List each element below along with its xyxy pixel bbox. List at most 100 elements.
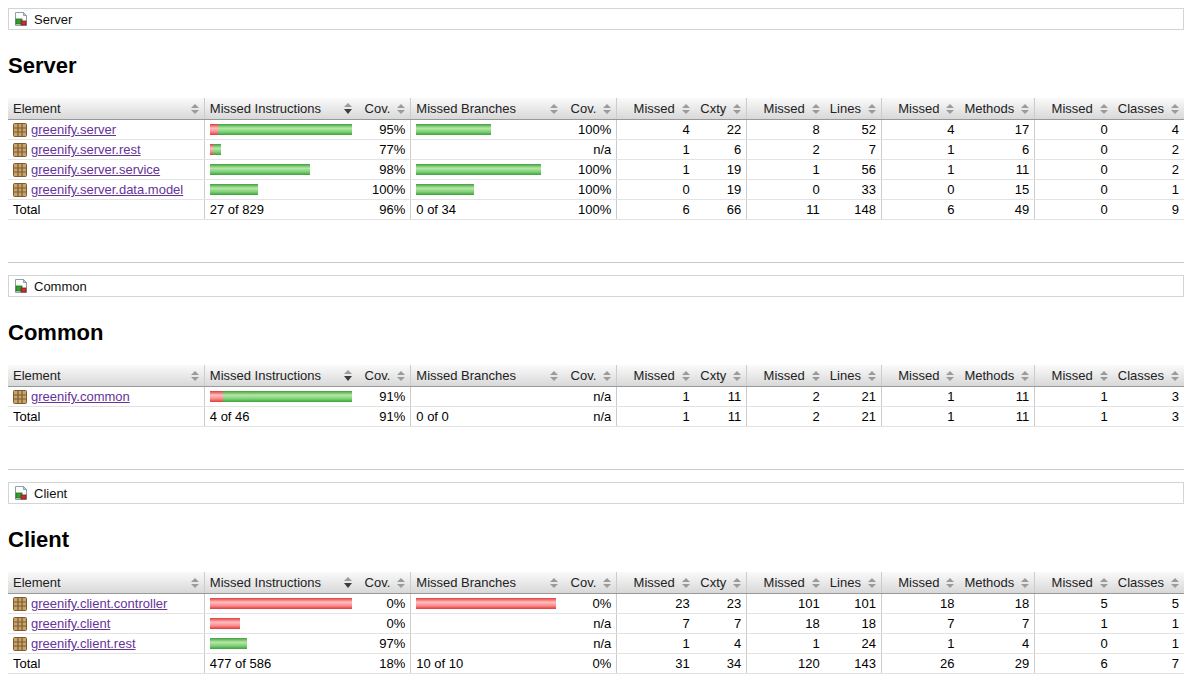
column-header-cxty[interactable]: Cxty	[695, 365, 747, 387]
coverage-table: ElementMissed InstructionsCov.Missed Bra…	[8, 98, 1184, 220]
column-header-methods[interactable]: Methods	[959, 572, 1034, 594]
package-link[interactable]: greenify.client.controller	[31, 596, 167, 611]
column-header-element[interactable]: Element	[8, 365, 204, 387]
sort-icon	[344, 103, 352, 114]
column-header-methods[interactable]: Methods	[959, 365, 1034, 387]
column-header-branches-coverage[interactable]: Cov.	[563, 365, 617, 387]
sort-icon	[344, 577, 352, 588]
column-header-missed-classes[interactable]: Missed	[1035, 365, 1113, 387]
cell-counter: 8	[747, 120, 825, 140]
table-row: greenify.server.rest77%n/a16271602	[8, 140, 1184, 160]
cell-total-instructions: 4 of 46	[204, 407, 357, 427]
package-link[interactable]: greenify.client.rest	[31, 636, 136, 651]
column-label: Missed	[634, 575, 675, 590]
column-header-element[interactable]: Element	[8, 98, 204, 120]
column-header-lines[interactable]: Lines	[825, 98, 882, 120]
column-header-missed-lines[interactable]: Missed	[747, 572, 825, 594]
total-row: Total4 of 4691%0 of 0n/a11122111113	[8, 407, 1184, 427]
sort-icon	[682, 578, 690, 588]
column-header-missed-cxty[interactable]: Missed	[617, 365, 695, 387]
page-title: Client	[8, 527, 1184, 553]
cell-element: greenify.common	[8, 387, 204, 407]
package-link[interactable]: greenify.client	[31, 616, 110, 631]
column-header-instructions-coverage[interactable]: Cov.	[357, 572, 411, 594]
cell-counter: 0	[881, 180, 959, 200]
column-header-missed-branches[interactable]: Missed Branches	[411, 365, 563, 387]
column-header-branches-coverage[interactable]: Cov.	[563, 98, 617, 120]
missed-instructions-bar	[210, 144, 352, 155]
column-header-missed-cxty[interactable]: Missed	[617, 98, 695, 120]
column-header-lines[interactable]: Lines	[825, 365, 882, 387]
column-header-missed-branches[interactable]: Missed Branches	[411, 572, 563, 594]
cell-element: greenify.server.rest	[8, 140, 204, 160]
sort-up-arrow	[1100, 578, 1108, 582]
cell-counter: 19	[695, 160, 747, 180]
package-link[interactable]: greenify.server.data.model	[31, 182, 183, 197]
sort-up-arrow	[946, 371, 954, 375]
cell-total-label: Total	[8, 654, 204, 674]
cell-missed-instructions	[204, 387, 357, 407]
column-header-missed-methods[interactable]: Missed	[881, 365, 959, 387]
sort-icon	[397, 578, 405, 588]
column-header-element[interactable]: Element	[8, 572, 204, 594]
sort-down-arrow	[733, 584, 741, 588]
cell-counter: 7	[959, 614, 1034, 634]
sort-icon	[344, 370, 352, 381]
sort-down-arrow	[1100, 377, 1108, 381]
column-header-methods[interactable]: Methods	[959, 98, 1034, 120]
cell-counter: 0	[1035, 200, 1113, 220]
cell-missed-instructions	[204, 120, 357, 140]
cell-counter: 4	[959, 634, 1034, 654]
column-header-classes[interactable]: Classes	[1113, 572, 1184, 594]
column-header-cxty[interactable]: Cxty	[695, 98, 747, 120]
package-link[interactable]: greenify.server.service	[31, 162, 160, 177]
column-header-missed-methods[interactable]: Missed	[881, 98, 959, 120]
cell-missed-branches	[411, 140, 563, 160]
cell-counter: 1	[1035, 614, 1113, 634]
column-header-missed-lines[interactable]: Missed	[747, 365, 825, 387]
column-header-instructions-coverage[interactable]: Cov.	[357, 98, 411, 120]
total-row: Total477 of 58618%10 of 100%313412014326…	[8, 654, 1184, 674]
package-link[interactable]: greenify.server.rest	[31, 142, 141, 157]
sort-down-arrow	[603, 584, 611, 588]
column-header-missed-instructions[interactable]: Missed Instructions	[204, 98, 357, 120]
package-icon	[13, 617, 27, 631]
package-link[interactable]: greenify.server	[31, 122, 116, 137]
cell-counter: 6	[617, 200, 695, 220]
column-header-missed-cxty[interactable]: Missed	[617, 572, 695, 594]
sort-down-arrow	[946, 110, 954, 114]
column-header-missed-classes[interactable]: Missed	[1035, 98, 1113, 120]
sort-up-arrow	[344, 577, 352, 581]
column-header-missed-classes[interactable]: Missed	[1035, 572, 1113, 594]
column-header-instructions-coverage[interactable]: Cov.	[357, 365, 411, 387]
cell-counter: 1	[617, 140, 695, 160]
package-icon	[13, 637, 27, 651]
sort-down-arrow	[682, 110, 690, 114]
cell-counter: 4	[617, 120, 695, 140]
column-header-lines[interactable]: Lines	[825, 572, 882, 594]
column-header-classes[interactable]: Classes	[1113, 98, 1184, 120]
cell-counter: 7	[1113, 654, 1184, 674]
missed-instructions-bar	[210, 184, 352, 195]
cell-counter: 4	[1113, 120, 1184, 140]
column-label: Methods	[964, 368, 1014, 383]
column-header-missed-lines[interactable]: Missed	[747, 98, 825, 120]
page-title: Common	[8, 320, 1184, 346]
column-label: Classes	[1118, 101, 1164, 116]
cell-instructions-coverage: 95%	[357, 120, 411, 140]
column-header-branches-coverage[interactable]: Cov.	[563, 572, 617, 594]
sort-icon	[1021, 578, 1029, 588]
cell-counter: 1	[881, 387, 959, 407]
column-header-missed-instructions[interactable]: Missed Instructions	[204, 365, 357, 387]
column-header-classes[interactable]: Classes	[1113, 365, 1184, 387]
column-header-missed-branches[interactable]: Missed Branches	[411, 98, 563, 120]
column-label: Missed Instructions	[210, 575, 321, 590]
column-header-cxty[interactable]: Cxty	[695, 572, 747, 594]
column-header-missed-methods[interactable]: Missed	[881, 572, 959, 594]
cell-missed-instructions	[204, 140, 357, 160]
column-header-missed-instructions[interactable]: Missed Instructions	[204, 572, 357, 594]
sort-icon	[550, 371, 558, 381]
package-link[interactable]: greenify.common	[31, 389, 130, 404]
header-row: ElementMissed InstructionsCov.Missed Bra…	[8, 98, 1184, 120]
cell-counter: 1	[747, 160, 825, 180]
